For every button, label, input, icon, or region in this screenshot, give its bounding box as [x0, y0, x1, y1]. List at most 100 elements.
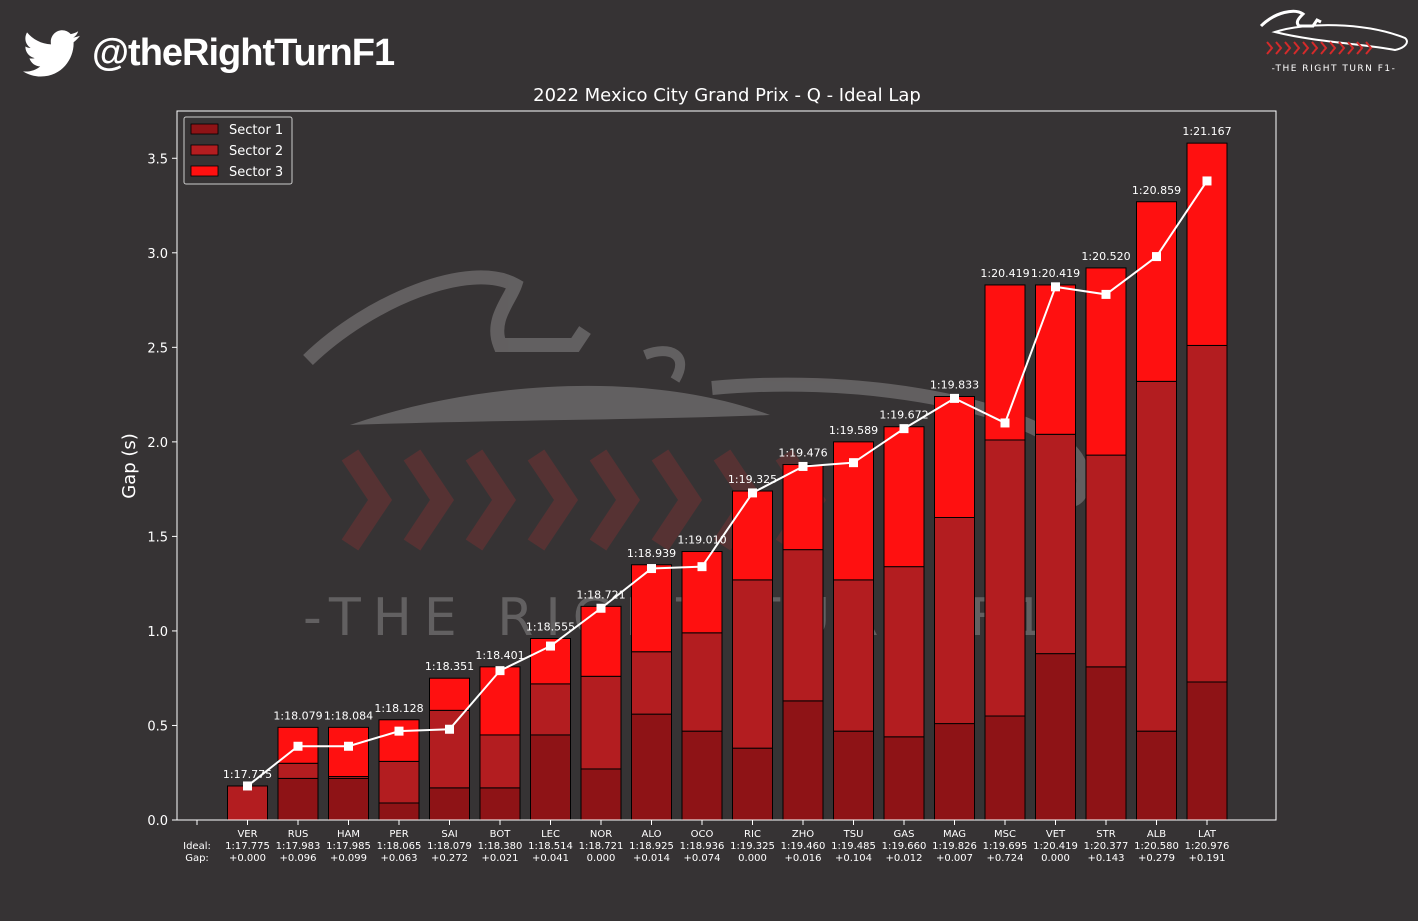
x-axis: Ideal:Gap:VER1:17.775+0.000RUS1:17.983+0… [183, 820, 1229, 864]
y-tick-label-7: 3.5 [147, 152, 168, 167]
top-label-rus: 1:18.079 [273, 709, 322, 722]
bar-rus-sector2 [277, 762, 319, 779]
x-label-driver-tsu: TSU [843, 829, 864, 840]
top-label-str: 1:20.520 [1081, 250, 1130, 263]
bar-ham-sector1 [328, 777, 369, 821]
line-marker-sai [445, 724, 454, 734]
bar-gas-sector1 [883, 736, 925, 821]
x-label-driver-lat: LAT [1198, 829, 1217, 840]
x-label-gap-msc: +0.724 [986, 853, 1023, 864]
chart-title: 2022 Mexico City Grand Prix - Q - Ideal … [533, 85, 921, 106]
legend-label-sector1: Sector 1 [229, 123, 283, 138]
bar-zho-sector2 [782, 549, 824, 702]
x-label-driver-bot: BOT [490, 829, 512, 840]
bar-vet-sector2 [1035, 433, 1076, 655]
x-label-driver-str: STR [1096, 829, 1115, 840]
bar-ric-sector1 [732, 747, 773, 821]
y-tick-label-1: 0.5 [147, 719, 168, 734]
x-label-gap-rus: +0.096 [279, 853, 316, 864]
top-label-vet: 1:20.419 [1031, 267, 1080, 280]
x-label-ideal-ver: 1:17.775 [225, 841, 270, 852]
top-label-ver: 1:17.775 [223, 768, 272, 781]
bar-msc-sector1 [984, 715, 1026, 821]
x-label-ideal-ham: 1:17.985 [326, 841, 371, 852]
bar-ric-sector3 [732, 490, 773, 581]
x-label-driver-vet: VET [1046, 829, 1066, 840]
x-label-ideal-msc: 1:19.695 [983, 841, 1028, 852]
line-marker-alb [1152, 252, 1161, 262]
bar-oco-sector2 [681, 632, 723, 732]
top-label-lat: 1:21.167 [1182, 125, 1231, 138]
line-marker-per [394, 726, 404, 736]
x-label-gap-per: +0.063 [380, 853, 417, 864]
top-label-ham: 1:18.084 [324, 709, 373, 722]
y-tick-label-0: 0.0 [147, 814, 168, 829]
ideal-lap-line [243, 176, 1212, 791]
x-label-ideal-rus: 1:17.983 [276, 841, 321, 852]
bar-str-sector1 [1085, 666, 1127, 821]
y-tick-label-3: 1.5 [147, 530, 168, 545]
bar-gas-sector2 [883, 566, 925, 738]
bar-msc-sector3 [984, 284, 1026, 441]
legend[interactable]: Sector 1 Sector 2 Sector 3 [183, 116, 293, 185]
line-marker-lat [1202, 176, 1212, 186]
twitter-handle[interactable]: @theRightTurnF1 [92, 32, 395, 74]
line-marker-ham [344, 741, 353, 751]
line-marker-rus [293, 741, 303, 751]
x-label-driver-alb: ALB [1147, 829, 1166, 840]
x-label-gap-oco: +0.074 [683, 853, 720, 864]
bar-ric-sector2 [732, 579, 773, 749]
x-label-driver-rus: RUS [288, 829, 309, 840]
line-marker-oco [697, 562, 707, 572]
bar-alb-sector3 [1136, 201, 1177, 382]
x-label-gap-alb: +0.279 [1138, 853, 1175, 864]
x-label-driver-mag: MAG [943, 829, 966, 840]
x-label-ideal-ric: 1:19.325 [730, 841, 775, 852]
line-marker-mag [950, 393, 959, 403]
bar-rus-sector1 [277, 777, 319, 821]
x-label-ideal-vet: 1:20.419 [1033, 841, 1078, 852]
x-label-gap-alo: +0.014 [633, 853, 670, 864]
bar-lat-sector1 [1186, 681, 1228, 821]
top-label-alo: 1:18.939 [627, 547, 676, 560]
x-label-gap-ric: 0.000 [738, 853, 767, 864]
bar-nor-sector2 [580, 675, 622, 770]
x-label-gap-nor: 0.000 [587, 853, 616, 864]
bar-sai-sector1 [429, 787, 470, 821]
x-label-ideal-alo: 1:18.925 [629, 841, 674, 852]
bar-bot-sector1 [479, 787, 521, 821]
bar-oco-sector1 [681, 730, 723, 821]
line-marker-lec [546, 641, 555, 651]
x-label-ideal-alb: 1:20.580 [1134, 841, 1179, 852]
y-tick-label-5: 2.5 [147, 341, 168, 356]
line-marker-gas [899, 424, 909, 434]
bar-alb-sector1 [1136, 730, 1177, 821]
x-label-driver-oco: OCO [691, 829, 714, 840]
bar-lec-sector2 [530, 683, 571, 736]
logo-text: -THE RIGHT TURN F1- [1272, 64, 1397, 74]
x-label-driver-gas: GAS [894, 829, 915, 840]
x-label-gap-zho: +0.016 [784, 853, 821, 864]
x-row-label-1: Gap: [185, 853, 209, 864]
x-label-gap-ham: +0.099 [330, 853, 367, 864]
x-label-gap-vet: 0.000 [1041, 853, 1070, 864]
bar-ham-sector3 [328, 726, 369, 778]
y-tick-label-2: 1.0 [147, 625, 168, 640]
x-label-gap-gas: +0.012 [885, 853, 922, 864]
x-label-ideal-per: 1:18.065 [377, 841, 422, 852]
twitter-bird-icon[interactable] [22, 30, 82, 78]
top-label-bot: 1:18.401 [475, 649, 524, 662]
bar-alo-sector2 [631, 651, 672, 715]
top-label-lec: 1:18.555 [526, 620, 575, 633]
x-label-gap-sai: +0.272 [431, 853, 468, 864]
top-label-zho: 1:19.476 [778, 447, 827, 460]
legend-label-sector3: Sector 3 [229, 165, 283, 180]
legend-label-sector2: Sector 2 [229, 144, 283, 159]
x-label-driver-per: PER [389, 829, 408, 840]
x-label-driver-ham: HAM [337, 829, 360, 840]
bar-alb-sector2 [1136, 380, 1177, 732]
top-label-gas: 1:19.672 [879, 409, 928, 422]
bar-nor-sector3 [580, 605, 622, 677]
bar-bot-sector2 [479, 734, 521, 789]
